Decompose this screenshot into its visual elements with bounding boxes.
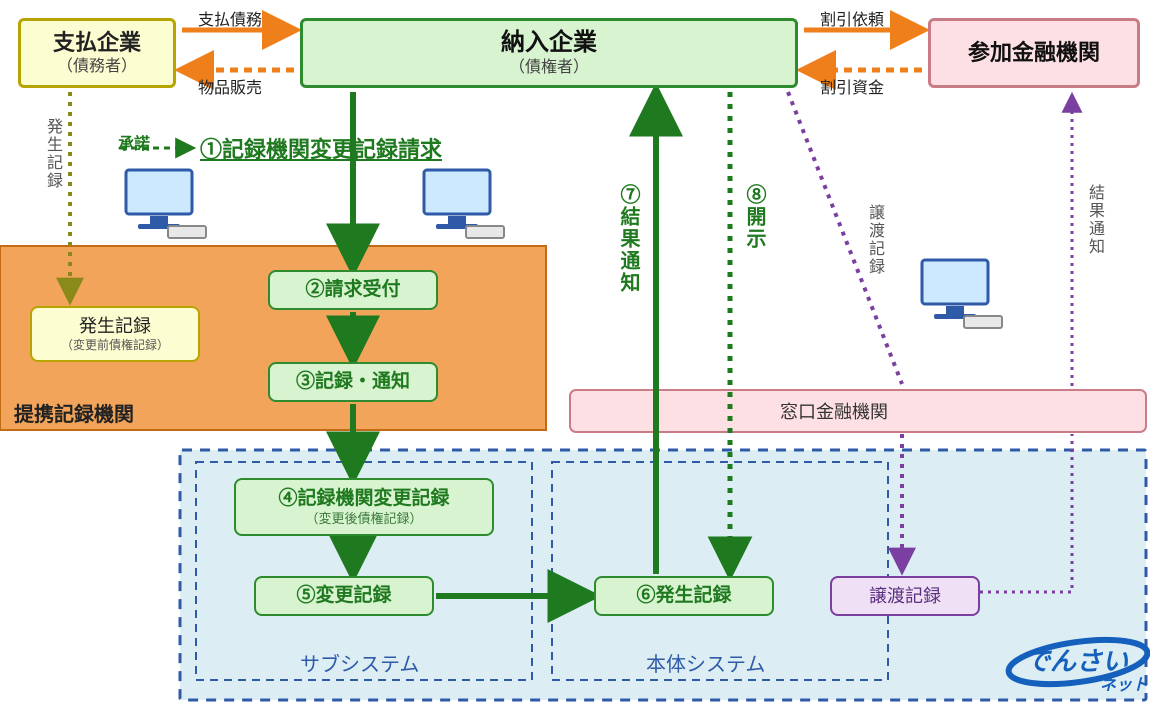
payer-title: 支払企業 [53,29,141,57]
computer-icon [120,168,210,247]
step-8-label: ⑧開示 [740,184,769,250]
payer-box: 支払企業 （債務者） [18,18,176,88]
payer-sub: （債務者） [57,57,137,77]
computer-icon [916,258,1006,337]
step-2-box: ②請求受付 [268,270,438,310]
orig-record-title: 発生記録 [79,315,151,338]
transfer-record-box: 譲渡記録 [830,576,980,616]
label-approve: 承諾 [118,130,150,154]
step-6-label: ⑥発生記録 [636,584,731,608]
partner-recorder-label: 提携記録機関 [14,398,134,427]
fin-inst-title: 参加金融機関 [968,39,1100,67]
step-4-sub: （変更後債権記録） [305,511,422,527]
computer-icon [418,168,508,247]
label-origin-rec-arrow: 発生記録 [40,118,64,190]
svg-text:ネット: ネット [1100,676,1148,694]
label-result-notice-arrow: 結果通知 [1082,184,1106,256]
densai-logo: でんさい ネット [1000,632,1150,701]
diagram-canvas: 支払企業 （債務者） 納入企業 （債権者） 参加金融機関 支払債務 物品販売 割… [0,0,1158,712]
orig-record-sub: （変更前債権記録） [61,338,169,353]
main-system-label: 本体システム [646,648,765,677]
label-pay-debt: 支払債務 [198,6,262,30]
label-transfer-rec-arrow: 譲渡記録 [862,204,886,276]
fin-inst-box: 参加金融機関 [928,18,1140,88]
svg-text:でんさい: でんさい [1024,646,1129,676]
step-3-box: ③記録・通知 [268,362,438,402]
counter-fin-label: 窓口金融機関 [780,398,888,424]
step-4-label: ④記録機関変更記録 [278,487,449,511]
step-6-box: ⑥発生記録 [594,576,774,616]
orig-record-box: 発生記録 （変更前債権記録） [30,306,200,362]
step-5-label: ⑤変更記録 [296,584,391,608]
step-7-label: ⑦結果通知 [614,184,643,294]
step-5-box: ⑤変更記録 [254,576,434,616]
label-goods: 物品販売 [198,74,262,98]
step-4-box: ④記録機関変更記録 （変更後債権記録） [234,478,494,536]
transfer-record-label: 譲渡記録 [869,585,941,608]
step-1: ①記録機関変更記録請求 [200,132,442,164]
label-discount-req: 割引依頼 [820,6,884,30]
supplier-box: 納入企業 （債権者） [300,18,798,88]
subsystem-label: サブシステム [300,648,419,677]
supplier-title: 納入企業 [501,28,597,58]
step-2-label: ②請求受付 [305,278,400,302]
supplier-sub: （債権者） [509,58,589,78]
label-discount-fund: 割引資金 [820,74,884,98]
step-3-label: ③記録・通知 [296,370,410,394]
